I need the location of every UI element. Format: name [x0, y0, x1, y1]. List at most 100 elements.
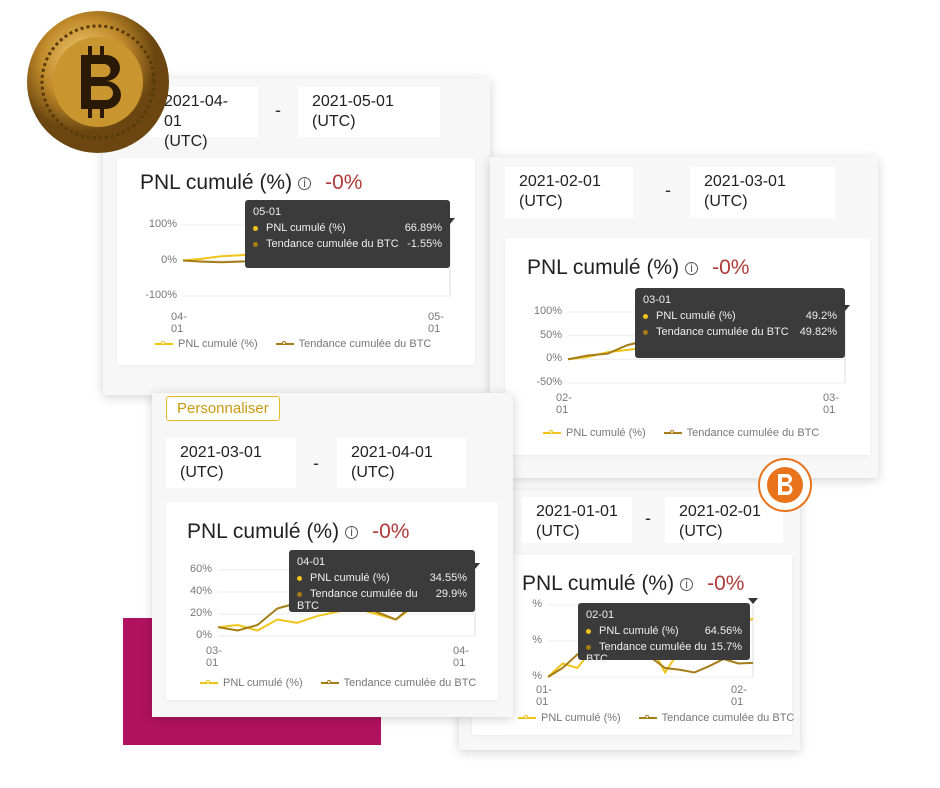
series-dot-icon	[253, 225, 258, 231]
tooltip-series-name: Tendance cumulée du BTC	[656, 326, 789, 338]
chart-title-text: PNL cumulé (%)	[140, 171, 293, 194]
series-dot-icon	[643, 313, 648, 319]
chart-legend: PNL cumulé (%) Tendance cumulée du BTC	[200, 677, 494, 689]
series-dot-icon	[253, 241, 258, 247]
tooltip-value: 49.2%	[805, 310, 837, 322]
tooltip-value: 15.7%	[710, 641, 742, 653]
end-date-field-timezone: (UTC)	[679, 523, 723, 540]
legend-item-pnl[interactable]: PNL cumulé (%)	[518, 712, 621, 724]
legend-label: Tendance cumulée du BTC	[686, 427, 820, 439]
tooltip-label: Tendance cumulée du BTC	[297, 588, 436, 612]
info-icon[interactable]: i	[345, 525, 359, 539]
start-date-field[interactable]: 2021-02-01 (UTC)	[505, 167, 633, 218]
chart-tooltip: 04-01 PNL cumulé (%) 34.55% Tendance cumulé…	[289, 550, 475, 612]
tooltip-label: Tendance cumulée du BTC	[253, 238, 399, 250]
start-date-field-timezone: (UTC)	[180, 464, 224, 481]
legend-line-icon	[320, 680, 339, 685]
series-dot-icon	[586, 628, 591, 634]
chart-tooltip: 03-01 PNL cumulé (%) 49.2% Tendance cumulée…	[635, 288, 845, 358]
x-tick-label: 04-01	[171, 311, 187, 335]
series-dot-icon	[586, 644, 591, 650]
legend-label: PNL cumulé (%)	[541, 712, 621, 724]
y-tick-label: %	[532, 670, 542, 682]
legend-item-btc[interactable]: Tendance cumulée du BTC	[663, 427, 820, 439]
chart-tooltip: 02-01 PNL cumulé (%) 64.56% Tendance cumulé…	[578, 603, 750, 665]
tooltip-series-name: PNL cumulé (%)	[266, 222, 346, 234]
tooltip-series-name: Tendance cumulée du BTC	[297, 588, 418, 612]
date-range-separator: -	[645, 508, 651, 528]
legend-label: PNL cumulé (%)	[566, 427, 646, 439]
x-tick-label: 01-01	[536, 684, 552, 708]
end-date-field[interactable]: 2021-04-01 (UTC)	[337, 438, 466, 488]
series-dot-icon	[297, 575, 302, 581]
chart-title: PNL cumulé (%) i -0%	[527, 256, 749, 280]
legend-line-icon	[543, 430, 561, 435]
legend-item-btc[interactable]: Tendance cumulée du BTC	[638, 712, 794, 724]
tooltip-series-name: PNL cumulé (%)	[310, 572, 390, 584]
y-tick-label: 20%	[190, 607, 213, 619]
y-tick-label: -100%	[145, 289, 177, 301]
legend-label: PNL cumulé (%)	[178, 338, 258, 350]
chart-title: PNL cumulé (%) i -0%	[140, 171, 362, 195]
end-date-field-date: 2021-02-01	[679, 503, 761, 520]
y-tick-label: 50%	[539, 328, 562, 341]
legend-item-btc[interactable]: Tendance cumulée du BTC	[275, 338, 432, 350]
chart-title-text: PNL cumulé (%)	[527, 256, 680, 279]
end-date-field-timezone: (UTC)	[351, 464, 395, 481]
bitcoin-logo-icon	[758, 458, 812, 512]
tooltip-label: PNL cumulé (%)	[297, 572, 390, 584]
chart-legend: PNL cumulé (%) Tendance cumulée du BTC	[518, 712, 812, 724]
legend-item-pnl[interactable]: PNL cumulé (%)	[200, 677, 303, 689]
tooltip-row-btc: Tendance cumulée du BTC 49.82%	[643, 326, 837, 338]
tooltip-value: 34.55%	[429, 572, 467, 584]
y-tick-label: %	[532, 598, 542, 610]
info-icon[interactable]: i	[680, 577, 694, 591]
tooltip-series-name: Tendance cumulée du BTC	[586, 641, 707, 665]
date-range-separator: -	[275, 100, 281, 120]
end-date-field[interactable]: 2021-02-01 (UTC)	[665, 497, 783, 543]
tooltip-date: 03-01	[643, 294, 672, 306]
end-date-field-date: 2021-04-01	[351, 444, 433, 461]
legend-line-icon	[638, 715, 657, 720]
start-date-field-timezone: (UTC)	[536, 523, 580, 540]
tooltip-row-btc: Tendance cumulée du BTC 15.7%	[586, 641, 742, 665]
tooltip-value: 66.89%	[404, 222, 442, 234]
info-icon[interactable]: i	[685, 261, 699, 275]
info-icon[interactable]: i	[298, 176, 312, 190]
customize-button[interactable]: Personnaliser	[166, 396, 280, 421]
pnl-change: -0%	[707, 572, 745, 595]
tooltip-value: -1.55%	[407, 238, 442, 250]
tooltip-row-btc: Tendance cumulée du BTC 29.9%	[297, 588, 467, 612]
tooltip-label: Tendance cumulée du BTC	[643, 326, 789, 338]
legend-item-pnl[interactable]: PNL cumulé (%)	[155, 338, 258, 350]
series-dot-icon	[297, 591, 302, 597]
legend-line-icon	[200, 680, 218, 685]
start-date-field[interactable]: 2021-04-01 (UTC)	[150, 87, 258, 150]
end-date-field[interactable]: 2021-03-01 (UTC)	[690, 167, 835, 218]
start-date-field[interactable]: 2021-03-01 (UTC)	[166, 438, 296, 488]
date-range-separator: -	[313, 453, 319, 473]
tooltip-series-name: Tendance cumulée du BTC	[266, 238, 399, 250]
start-date-field-date: 2021-04-01	[164, 93, 229, 130]
legend-item-btc[interactable]: Tendance cumulée du BTC	[320, 677, 476, 689]
end-date-field-date: 2021-05-01	[312, 93, 394, 110]
legend-line-icon	[518, 715, 536, 720]
tooltip-row-pnl: PNL cumulé (%) 49.2%	[643, 310, 837, 322]
tooltip-label: PNL cumulé (%)	[253, 222, 346, 234]
y-tick-label: 0%	[161, 253, 177, 266]
y-tick-label: 60%	[190, 563, 213, 575]
y-tick-label: 40%	[190, 585, 213, 597]
x-tick-label: 03-01	[206, 645, 222, 669]
hover-marker-icon	[445, 218, 455, 224]
end-date-field[interactable]: 2021-05-01 (UTC)	[298, 87, 440, 137]
tooltip-series-name: PNL cumulé (%)	[599, 625, 679, 637]
y-tick-label: 0%	[196, 629, 212, 641]
legend-label: Tendance cumulée du BTC	[298, 338, 432, 350]
tooltip-date: 02-01	[586, 609, 615, 621]
tooltip-row-pnl: PNL cumulé (%) 64.56%	[586, 625, 742, 637]
y-tick-label: 100%	[148, 218, 177, 230]
legend-item-pnl[interactable]: PNL cumulé (%)	[543, 427, 646, 439]
tooltip-row-pnl: PNL cumulé (%) 66.89%	[253, 222, 442, 234]
start-date-field[interactable]: 2021-01-01 (UTC)	[522, 497, 632, 543]
tooltip-value: 64.56%	[704, 625, 742, 637]
